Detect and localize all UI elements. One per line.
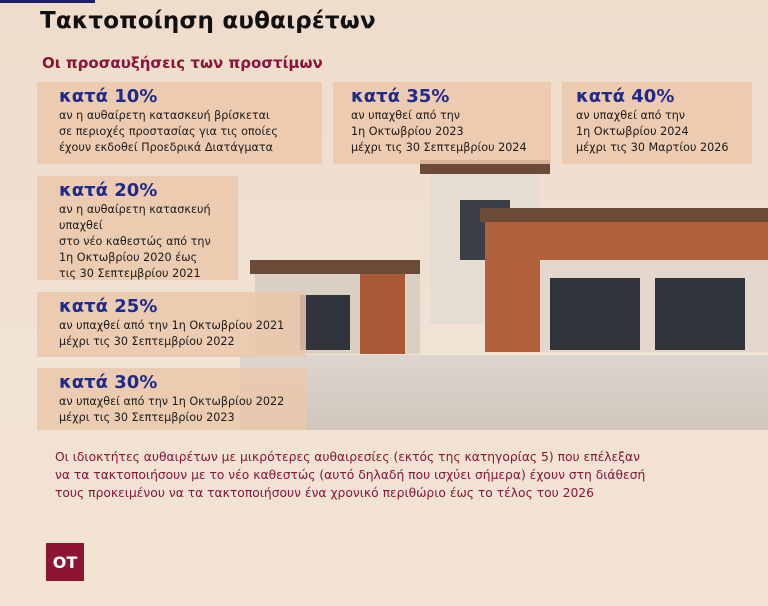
brand-bar: [0, 0, 95, 3]
increase-percent: κατά 10%: [59, 86, 158, 107]
increase-box-30: κατά 30% αν υπαχθεί από την 1η Οκτωβρίου…: [37, 368, 306, 430]
increase-box-20: κατά 20% αν η αυθαίρετη κατασκευή υπαχθε…: [37, 176, 238, 280]
increase-box-25: κατά 25% αν υπαχθεί από την 1η Οκτωβρίου…: [37, 292, 306, 357]
increase-percent: κατά 20%: [59, 180, 158, 201]
increase-condition: αν υπαχθεί από την 1η Οκτωβρίου 2022 μέχ…: [59, 395, 285, 424]
increase-box-40: κατά 40% αν υπαχθεί από την 1η Οκτωβρίου…: [562, 82, 752, 164]
ot-logo: OT: [46, 543, 84, 581]
page-title: Τακτοποίηση αυθαιρέτων: [40, 8, 376, 34]
increase-condition: αν υπαχθεί από την 1η Οκτωβρίου 2024 μέχ…: [576, 109, 729, 154]
increase-percent: κατά 25%: [59, 296, 158, 317]
increase-condition: αν υπαχθεί από την 1η Οκτωβρίου 2023 μέχ…: [351, 109, 527, 154]
increase-condition: αν υπαχθεί από την 1η Οκτωβρίου 2021 μέχ…: [59, 319, 285, 348]
increase-percent: κατά 35%: [351, 86, 450, 107]
increase-percent: κατά 30%: [59, 372, 158, 393]
increase-percent: κατά 40%: [576, 86, 675, 107]
house-illustration: [240, 160, 768, 430]
increase-condition: αν η αυθαίρετη κατασκευή υπαχθεί στο νέο…: [59, 203, 211, 280]
increase-box-10: κατά 10% αν η αυθαίρετη κατασκευή βρίσκε…: [37, 82, 322, 164]
page-subtitle: Οι προσαυξήσεις των προστίμων: [42, 54, 323, 72]
footnote: Οι ιδιοκτήτες αυθαιρέτων με μικρότερες α…: [55, 450, 646, 500]
increase-box-35: κατά 35% αν υπαχθεί από την 1η Οκτωβρίου…: [333, 82, 551, 164]
increase-condition: αν η αυθαίρετη κατασκευή βρίσκεται σε πε…: [59, 109, 278, 154]
